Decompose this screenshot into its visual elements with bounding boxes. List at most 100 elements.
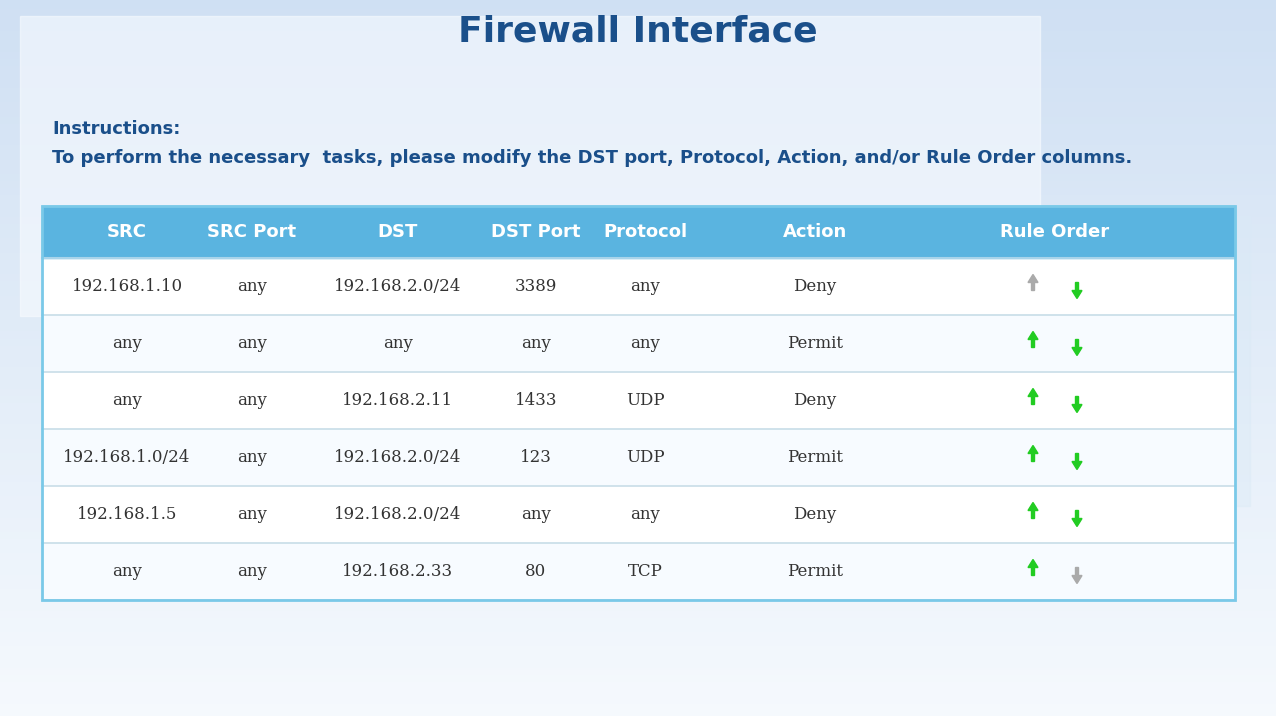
Text: any: any: [112, 392, 142, 409]
Text: Deny: Deny: [794, 392, 837, 409]
Bar: [0, 500, 1276, 508]
Bar: [0, 171, 1276, 179]
Bar: [0, 458, 1276, 465]
Bar: [0, 658, 1276, 666]
Bar: [0, 78, 1276, 86]
Text: any: any: [237, 449, 267, 466]
Bar: [0, 558, 1276, 566]
Text: Rule Order: Rule Order: [1000, 223, 1110, 241]
Bar: [0, 128, 1276, 136]
Text: 123: 123: [521, 449, 553, 466]
Bar: [0, 379, 1276, 387]
Text: any: any: [237, 278, 267, 295]
Bar: [0, 651, 1276, 659]
Bar: [0, 357, 1276, 365]
Bar: [0, 271, 1276, 279]
Bar: [0, 214, 1276, 222]
Bar: [42, 315, 1235, 372]
Bar: [0, 493, 1276, 501]
Text: 192.168.1.10: 192.168.1.10: [71, 278, 182, 295]
Bar: [0, 321, 1276, 329]
Bar: [0, 264, 1276, 272]
Bar: [0, 586, 1276, 594]
Text: 192.168.1.0/24: 192.168.1.0/24: [64, 449, 190, 466]
Bar: [0, 307, 1276, 315]
Bar: [0, 644, 1276, 652]
Bar: [42, 258, 1235, 315]
Text: Permit: Permit: [787, 335, 843, 352]
FancyArrow shape: [1028, 445, 1037, 462]
Bar: [0, 142, 1276, 150]
Bar: [0, 594, 1276, 601]
Bar: [0, 236, 1276, 243]
Text: 1433: 1433: [514, 392, 558, 409]
Bar: [0, 708, 1276, 716]
Text: any: any: [237, 563, 267, 580]
Bar: [0, 615, 1276, 623]
Bar: [0, 121, 1276, 129]
Bar: [0, 629, 1276, 637]
Bar: [0, 92, 1276, 100]
Bar: [0, 572, 1276, 580]
Bar: [0, 71, 1276, 79]
Bar: [1060, 216, 1250, 506]
Bar: [0, 429, 1276, 437]
Bar: [0, 543, 1276, 551]
Bar: [0, 479, 1276, 487]
Bar: [0, 350, 1276, 358]
Bar: [0, 164, 1276, 172]
Bar: [42, 372, 1235, 429]
Bar: [0, 637, 1276, 644]
Bar: [0, 622, 1276, 630]
Text: any: any: [521, 335, 551, 352]
Bar: [0, 443, 1276, 451]
Text: 192.168.2.33: 192.168.2.33: [342, 563, 453, 580]
Bar: [0, 42, 1276, 50]
Bar: [0, 343, 1276, 351]
Bar: [0, 100, 1276, 107]
FancyArrow shape: [1072, 339, 1082, 356]
Bar: [0, 336, 1276, 344]
Bar: [0, 14, 1276, 21]
Text: Action: Action: [783, 223, 847, 241]
Bar: [0, 221, 1276, 229]
Bar: [0, 687, 1276, 695]
Bar: [0, 372, 1276, 379]
Bar: [0, 193, 1276, 200]
Text: DST Port: DST Port: [491, 223, 581, 241]
Bar: [0, 529, 1276, 537]
Bar: [0, 415, 1276, 422]
Bar: [0, 672, 1276, 680]
Bar: [0, 522, 1276, 530]
Text: UDP: UDP: [625, 392, 665, 409]
Bar: [0, 422, 1276, 430]
Bar: [0, 551, 1276, 558]
Bar: [0, 200, 1276, 208]
Bar: [0, 279, 1276, 286]
FancyArrow shape: [1072, 453, 1082, 470]
Bar: [0, 515, 1276, 523]
Text: any: any: [112, 563, 142, 580]
Bar: [0, 601, 1276, 609]
Text: any: any: [521, 506, 551, 523]
Bar: [0, 400, 1276, 408]
Bar: [0, 694, 1276, 702]
Bar: [0, 85, 1276, 93]
Bar: [0, 0, 1276, 7]
Bar: [0, 107, 1276, 115]
Text: Deny: Deny: [794, 506, 837, 523]
Bar: [42, 429, 1235, 486]
Bar: [0, 257, 1276, 265]
Text: 3389: 3389: [514, 278, 558, 295]
FancyArrow shape: [1072, 397, 1082, 412]
Bar: [0, 579, 1276, 587]
Bar: [0, 28, 1276, 36]
Bar: [20, 16, 1040, 316]
Text: any: any: [630, 506, 660, 523]
Bar: [0, 207, 1276, 215]
Bar: [0, 450, 1276, 458]
FancyArrow shape: [1028, 503, 1037, 518]
Bar: [42, 486, 1235, 543]
Bar: [0, 35, 1276, 43]
FancyArrow shape: [1028, 274, 1037, 291]
